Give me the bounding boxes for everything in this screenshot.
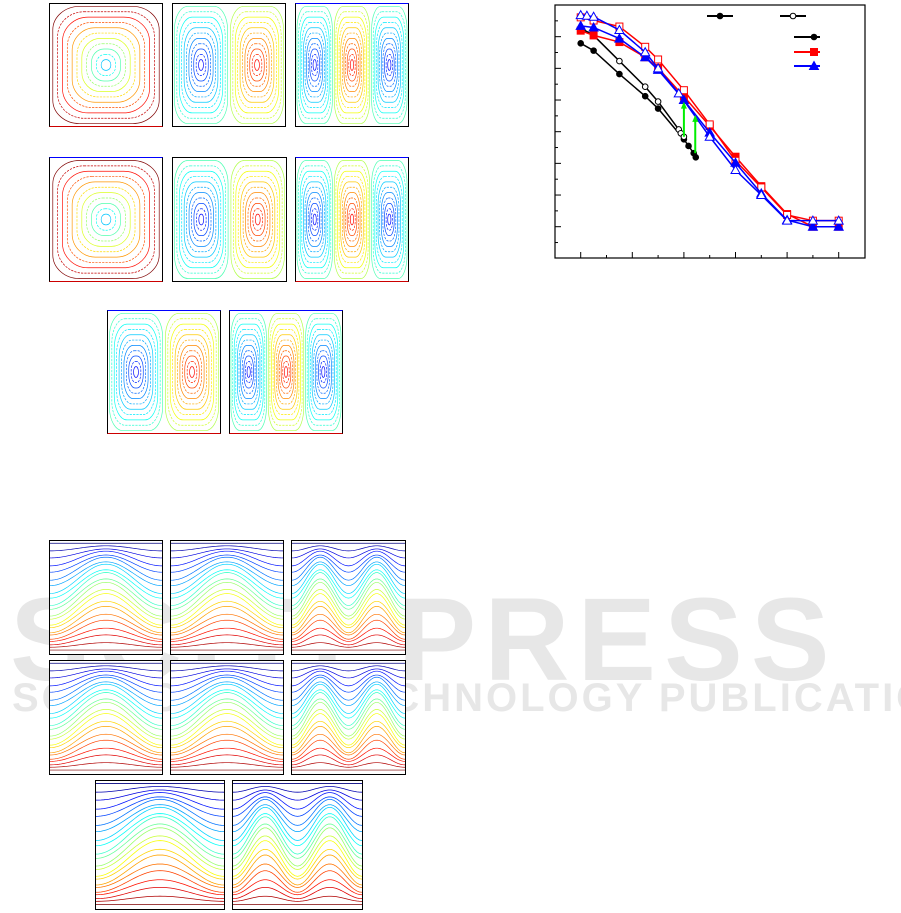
streamline-panel	[229, 310, 343, 434]
streamline-panel	[172, 3, 286, 127]
data-point	[589, 31, 598, 40]
streamline-panel	[172, 157, 287, 282]
data-point	[808, 60, 820, 70]
data-point	[616, 70, 623, 78]
legend-entry	[780, 12, 806, 20]
data-point	[590, 47, 597, 54]
data-point	[641, 83, 649, 91]
data-point	[716, 12, 724, 20]
data-point	[807, 221, 819, 231]
data-point	[588, 11, 599, 21]
data-point	[692, 154, 700, 161]
data-point	[833, 215, 845, 225]
streamline-panel	[107, 310, 221, 434]
isotherm-panel	[170, 660, 284, 775]
data-point	[654, 98, 662, 105]
data-point	[810, 48, 818, 56]
data-point	[577, 40, 585, 47]
legend-entry	[707, 12, 733, 20]
data-point	[654, 105, 662, 112]
data-point	[639, 46, 651, 57]
arrow-annotation	[680, 101, 687, 137]
isotherm-panel	[291, 660, 406, 775]
series-triangle-open	[575, 9, 845, 225]
isotherm-panel	[232, 780, 363, 910]
legend-entry	[794, 33, 820, 41]
data-point	[575, 20, 587, 30]
arrow-annotation	[692, 114, 699, 154]
data-point	[654, 55, 663, 64]
streamline-panel	[295, 157, 409, 282]
data-point	[614, 24, 625, 35]
data-point	[652, 62, 664, 73]
legend-entry	[794, 60, 820, 70]
data-point	[705, 120, 714, 129]
data-point	[789, 12, 797, 20]
data-point	[575, 9, 587, 20]
isotherm-panel	[95, 780, 225, 910]
data-point	[730, 164, 741, 175]
data-point	[685, 142, 692, 150]
data-point	[581, 10, 593, 20]
data-point	[673, 87, 685, 98]
isotherm-panel	[49, 540, 163, 655]
series-line	[580, 16, 839, 222]
isotherm-panel	[291, 540, 406, 655]
data-point	[810, 33, 818, 41]
streamline-panel	[49, 157, 163, 282]
data-point	[614, 33, 625, 43]
data-point	[704, 131, 716, 141]
legend-entry	[794, 48, 820, 56]
data-point	[833, 221, 845, 231]
data-point	[781, 215, 793, 225]
data-point	[639, 51, 651, 62]
series-circle-filled	[577, 40, 700, 161]
streamline-panel	[49, 3, 163, 127]
isotherm-panel	[170, 540, 284, 655]
isotherm-panel	[49, 660, 163, 775]
data-point	[807, 215, 819, 225]
data-point	[641, 92, 649, 100]
data-point	[616, 57, 623, 65]
streamline-panel	[295, 3, 409, 127]
data-point	[588, 21, 599, 32]
line-chart	[554, 4, 866, 259]
data-point	[755, 189, 767, 200]
data-point	[679, 86, 688, 95]
